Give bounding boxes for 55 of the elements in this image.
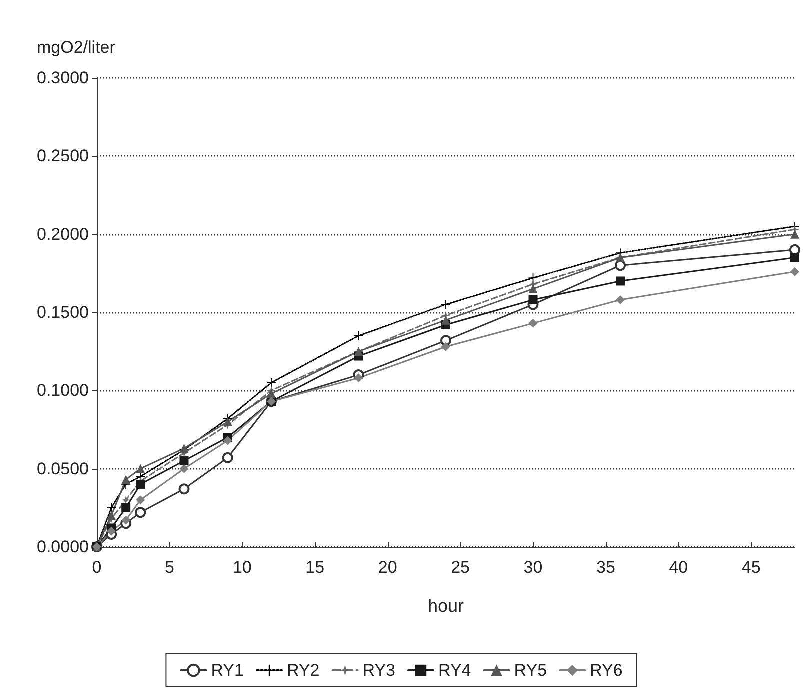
x-tick-label: 5 (164, 558, 174, 577)
y-tick-label: 0.1500 (37, 303, 89, 322)
point (442, 316, 450, 325)
x-axis-title: hour (428, 596, 464, 616)
legend-label: RY2 (286, 661, 320, 680)
point (616, 276, 625, 286)
point (223, 436, 232, 446)
point (790, 253, 800, 262)
point (122, 503, 131, 512)
x-tick-label: 35 (596, 558, 616, 577)
point (222, 452, 234, 464)
point (178, 484, 190, 495)
point (790, 230, 800, 239)
legend-label: RY1 (211, 661, 244, 680)
point (107, 511, 116, 520)
point (790, 267, 800, 276)
x-tick-label: 30 (524, 558, 543, 577)
x-tick-label: 45 (742, 558, 761, 577)
point (136, 464, 146, 474)
legend-label: RY5 (514, 661, 548, 680)
point (442, 300, 450, 310)
y-tick-label: 0.2500 (37, 146, 89, 166)
x-tick-label: 25 (451, 558, 470, 577)
x-tick-label: 10 (232, 558, 252, 577)
point (354, 374, 364, 383)
legend-label: RY3 (362, 661, 396, 680)
point (135, 507, 146, 518)
point (136, 496, 146, 505)
point (136, 480, 146, 489)
x-tick-label: 15 (306, 558, 325, 577)
point (107, 526, 116, 536)
point (122, 475, 131, 484)
point (267, 378, 276, 388)
point (107, 503, 116, 512)
point (442, 342, 450, 352)
point (180, 456, 189, 466)
point (267, 389, 276, 398)
y-tick-label: 0.0500 (37, 459, 89, 478)
point (528, 295, 538, 304)
point (122, 516, 131, 525)
y-tick-label: 0.1000 (37, 381, 89, 400)
y-axis-title: mgO2/liter (37, 38, 116, 57)
point (180, 464, 189, 474)
x-tick-label: 20 (378, 558, 398, 577)
legend-label: RY4 (438, 661, 472, 680)
y-tick-label: 0.2000 (37, 224, 89, 244)
x-tick-label: 40 (669, 558, 688, 577)
point (616, 295, 625, 304)
point (528, 284, 538, 294)
x-tick-label: 0 (92, 558, 102, 577)
point (528, 318, 538, 328)
legend-label: RY6 (590, 661, 623, 680)
point (223, 417, 232, 426)
y-tick-label: 0.0000 (37, 538, 89, 556)
y-tick-label: 0.3000 (37, 68, 89, 88)
